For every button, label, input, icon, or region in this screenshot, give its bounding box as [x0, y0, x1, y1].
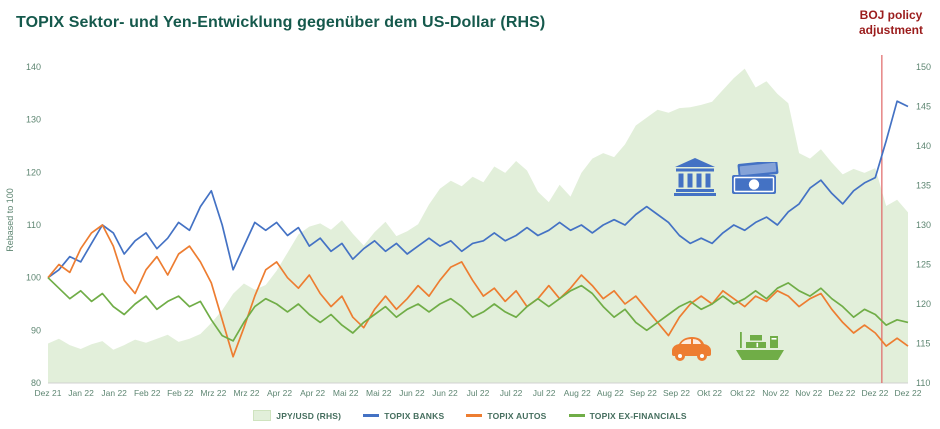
x-axis-tick-label: Sep 22	[663, 388, 690, 398]
legend-swatch	[253, 410, 272, 421]
x-axis-tick-label: Jan 22	[101, 388, 127, 398]
right-axis-tick-label: 115	[916, 339, 930, 349]
banknotes-icon	[732, 162, 779, 194]
x-axis-tick-label: Jun 22	[399, 388, 425, 398]
x-axis-tick-label: Mai 22	[333, 388, 359, 398]
bank-icon	[674, 158, 716, 196]
boj-annotation: BOJ policy adjustment	[848, 8, 934, 38]
right-axis-tick-label: 130	[916, 220, 931, 230]
topix-ex-financials-line	[47, 277, 909, 342]
x-axis-tick-label: Dez 21	[35, 388, 62, 398]
legend-label: JPY/USD (RHS)	[276, 410, 342, 421]
right-axis-tick-label: 150	[916, 62, 931, 72]
left-axis-tick-label: 140	[26, 62, 41, 72]
legend-swatch	[466, 413, 483, 418]
x-axis-tick-label: Jul 22	[467, 388, 490, 398]
right-axis-tick-label: 145	[916, 102, 931, 112]
legend-item-jpy-usd-rhs: JPY/USD (RHS)	[253, 410, 341, 421]
right-axis-tick-label: 125	[916, 260, 931, 270]
left-axis-tick-label: 100	[26, 273, 41, 283]
x-axis-tick-label: Jul 22	[500, 388, 523, 398]
legend-label: TOPIX BANKS	[384, 410, 445, 421]
legend-label: TOPIX EX-FINANCIALS	[589, 410, 687, 421]
car-icon	[672, 337, 711, 361]
left-axis-tick-label: 90	[31, 325, 41, 335]
legend-label: TOPIX AUTOS	[487, 410, 547, 421]
left-axis-tick-label: 130	[26, 115, 41, 125]
x-axis-tick-label: Okt 22	[730, 388, 755, 398]
x-axis-tick-label: Mai 22	[366, 388, 392, 398]
ship-icon	[736, 332, 784, 360]
x-axis-tick-label: Nov 22	[795, 388, 822, 398]
x-axis-tick-label: Mrz 22	[233, 388, 259, 398]
x-axis-tick-label: Aug 22	[564, 388, 591, 398]
right-axis-tick-label: 110	[916, 378, 930, 388]
legend-item-topix-banks: TOPIX BANKS	[363, 411, 444, 421]
left-axis-tick-label: 80	[31, 378, 41, 388]
x-axis-tick-label: Mrz 22	[200, 388, 226, 398]
right-axis-tick-label: 140	[916, 141, 931, 151]
legend: JPY/USD (RHS) TOPIX BANKS TOPIX AUTOS TOPIX…	[0, 410, 940, 421]
topix-banks-line	[47, 100, 909, 279]
x-axis-tick-label: Sep 22	[630, 388, 657, 398]
legend-swatch	[363, 413, 380, 418]
topix-autos-line	[47, 224, 909, 358]
x-axis-tick-label: Okt 22	[697, 388, 722, 398]
right-axis-tick-label: 120	[916, 299, 931, 309]
x-axis-tick-label: Dez 22	[828, 388, 855, 398]
chart-title: TOPIX Sektor- und Yen-Entwicklung gegenü…	[16, 14, 546, 31]
legend-item-topix-ex-financials: TOPIX EX-FINANCIALS	[568, 410, 687, 421]
x-axis-tick-label: Feb 22	[167, 388, 194, 398]
x-axis-tick-label: Dez 22	[861, 388, 888, 398]
x-axis-tick-label: Aug 22	[597, 388, 624, 398]
x-axis-tick-label: Apr 22	[267, 388, 292, 398]
x-axis-tick-label: Jul 22	[533, 388, 556, 398]
x-axis-tick-label: Jan 22	[68, 388, 94, 398]
boj-annotation-line2: adjustment	[858, 23, 923, 37]
x-axis-tick-label: Nov 22	[762, 388, 789, 398]
left-axis-tick-label: 110	[27, 220, 41, 230]
x-axis-tick-label: Jun 22	[432, 388, 458, 398]
boj-annotation-line1: BOJ policy	[859, 8, 923, 22]
right-axis-tick-label: 135	[916, 181, 931, 191]
left-axis-tick-label: 120	[26, 167, 41, 177]
legend-item-topix-autos: TOPIX AUTOS	[466, 411, 546, 421]
x-axis-tick-label: Dez 22	[895, 388, 922, 398]
x-axis-tick-label: Feb 22	[134, 388, 161, 398]
x-axis-tick-label: Apr 22	[300, 388, 325, 398]
legend-swatch	[568, 413, 585, 418]
